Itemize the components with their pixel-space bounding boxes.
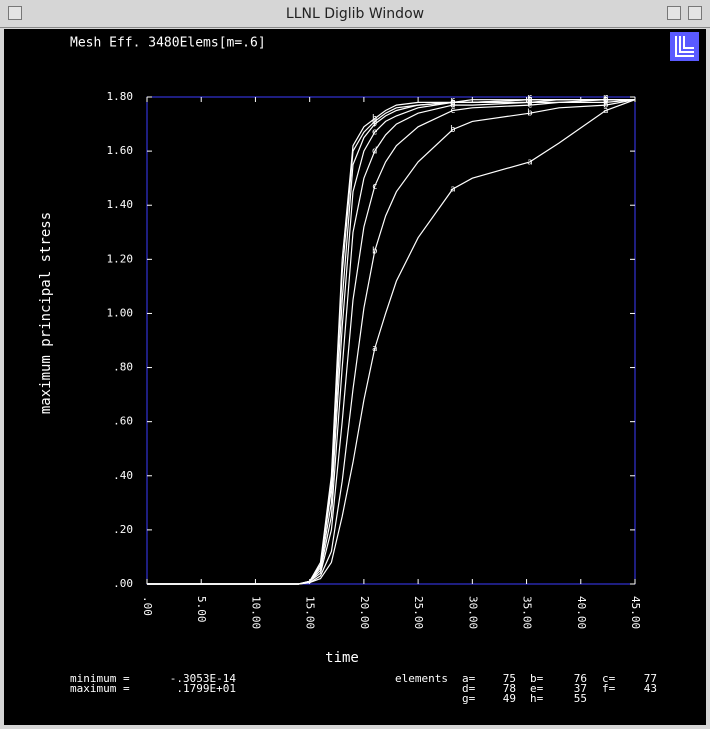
element-label: d= [462, 682, 476, 695]
elements-label: elements [395, 672, 448, 685]
y-tick-label: 1.60 [107, 144, 134, 157]
element-value: 49 [503, 692, 516, 705]
y-tick-label: 1.40 [107, 198, 134, 211]
series-label: g [372, 117, 377, 127]
series-label: d [372, 147, 377, 157]
series-label: a [372, 344, 377, 354]
element-value: 75 [503, 672, 516, 685]
series-label: h [603, 95, 608, 105]
x-tick-label: 40.00 [575, 596, 588, 629]
series-label: a [603, 106, 608, 116]
series-label: e [527, 98, 532, 108]
element-value: 76 [574, 672, 587, 685]
y-tick-label: 1.80 [107, 90, 134, 103]
maximum-value: .1799E+01 [176, 682, 236, 695]
element-label: c= [602, 672, 616, 685]
y-tick-label: .80 [113, 361, 133, 374]
series-label: b [372, 247, 377, 257]
minimum-value: -.3053E-14 [170, 672, 237, 685]
series-line [147, 99, 635, 585]
series-label: c [372, 182, 377, 192]
series-label: f [372, 120, 377, 130]
window-title: LLNL Diglib Window [285, 6, 425, 22]
element-value: 43 [644, 682, 657, 695]
element-value: 37 [574, 682, 587, 695]
y-tick-label: 1.00 [107, 306, 134, 319]
series-label: b [527, 109, 532, 119]
element-label: h= [530, 692, 544, 705]
series-line [147, 99, 636, 585]
series-label: d [450, 101, 455, 111]
element-value: 78 [503, 682, 516, 695]
series-label: c [527, 101, 532, 111]
element-label: b= [530, 672, 544, 685]
minimize-button[interactable] [667, 6, 681, 20]
series-label: c [450, 106, 455, 116]
title-bar: LLNL Diglib Window [0, 0, 710, 28]
x-tick-label: 25.00 [412, 596, 425, 629]
element-label: g= [462, 692, 476, 705]
x-tick-label: 20.00 [358, 596, 371, 629]
series-label: e [372, 128, 377, 138]
window-menu-button[interactable] [8, 6, 22, 20]
series-label: a [527, 157, 532, 167]
series-line [147, 99, 635, 585]
y-tick-label: .00 [113, 577, 133, 590]
llnl-logo [670, 32, 699, 61]
chart-title: Mesh Eff. 3480Elems[m=.6] [70, 36, 266, 51]
x-tick-label: 15.00 [304, 596, 317, 629]
element-value: 55 [574, 692, 587, 705]
y-tick-label: .40 [113, 469, 133, 482]
y-tick-label: .60 [113, 415, 133, 428]
chart: Mesh Eff. 3480Elems[m=.6] time maximum p… [4, 29, 706, 725]
maximize-button[interactable] [688, 6, 702, 20]
maximum-label: maximum = [70, 682, 130, 695]
element-value: 77 [644, 672, 657, 685]
series-label: b [603, 101, 608, 111]
x-tick-label: .00 [141, 596, 154, 616]
series-label: b [450, 125, 455, 135]
series-label: h [527, 95, 532, 105]
x-tick-label: 30.00 [466, 596, 479, 629]
element-label: a= [462, 672, 476, 685]
series-label: c [603, 98, 608, 108]
element-label: f= [602, 682, 616, 695]
element-label: e= [530, 682, 544, 695]
x-tick-label: 10.00 [249, 596, 262, 629]
series-line [147, 99, 636, 585]
series-line [147, 99, 636, 585]
series-label: a [450, 184, 455, 194]
x-axis-label: time [325, 650, 359, 666]
x-tick-label: 5.00 [195, 596, 208, 623]
x-tick-label: 35.00 [521, 596, 534, 629]
minimum-label: minimum = [70, 672, 130, 685]
x-tick-label: 45.00 [629, 596, 642, 629]
y-tick-label: 1.20 [107, 252, 134, 265]
series-label: h [450, 98, 455, 108]
plot-frame [146, 96, 636, 585]
y-axis-label: maximum principal stress [38, 212, 54, 414]
y-tick-label: .20 [113, 523, 133, 536]
series-label: h [372, 114, 377, 124]
